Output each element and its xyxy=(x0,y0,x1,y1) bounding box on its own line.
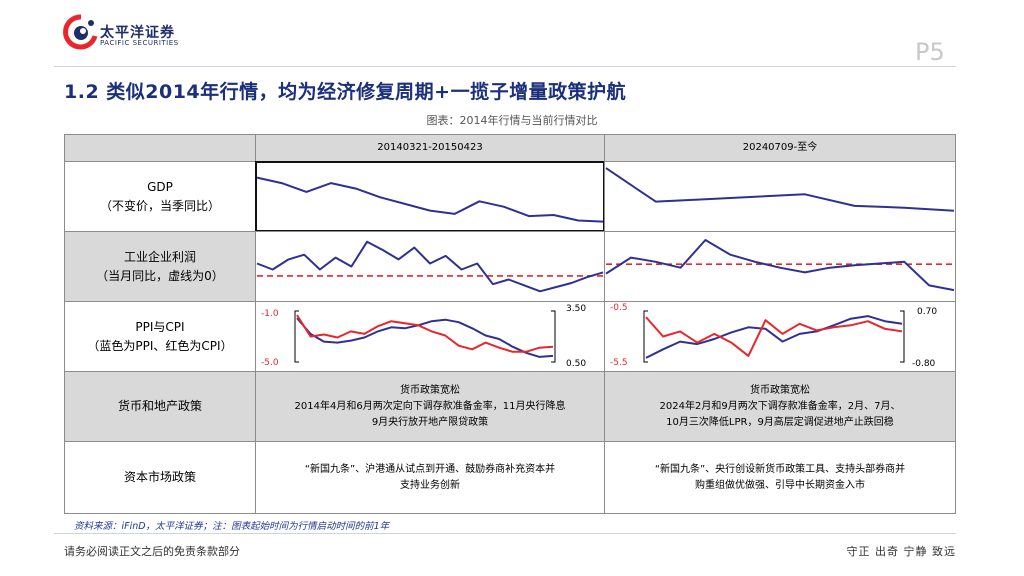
series-line-blue xyxy=(605,167,955,212)
row-label-gdp-line1: GDP xyxy=(147,179,173,194)
series-line-blue xyxy=(256,240,604,293)
series-line-red xyxy=(645,316,903,357)
monetary-2014-line3: 9月央行放开地产限贷政策 xyxy=(371,416,489,428)
ppi-2014-right-bottom-tick: 0.50 xyxy=(566,359,587,369)
row-label-capital-text: 资本市场政策 xyxy=(123,470,196,484)
right-axis xyxy=(551,310,556,363)
pacific-securities-logo-icon xyxy=(63,14,98,50)
source-note: 资料来源：iFinD，太平洋证券；注：图表起始时间为行情启动时间的前1年 xyxy=(74,521,390,532)
row-label-gdp-line2: （不变价，当季同比） xyxy=(99,198,220,213)
left-axis xyxy=(643,310,648,363)
table-corner xyxy=(64,134,256,162)
col-header-2014: 20140321-20150423 xyxy=(255,134,605,162)
series-line-red xyxy=(296,314,554,353)
ppi-cpi-2014-chart xyxy=(294,310,556,363)
page-title: 1.2 类似2014年行情，均为经济修复周期+一揽子增量政策护航 xyxy=(64,81,627,103)
figure-caption: 图表：2014年行情与当前行情对比 xyxy=(426,114,598,127)
header-divider xyxy=(54,66,956,67)
monetary-2024-line2: 2024年2月和9月两次下调存款准备金率，2月、7月、 xyxy=(659,400,901,412)
series-line-blue xyxy=(645,315,903,359)
capital-2024-line2: 购重组做优做强、引导中长期资金入市 xyxy=(695,479,865,491)
monetary-2024-cell: 货币政策宽松 2024年2月和9月两次下调存款准备金率，2月、7月、 10月三次降低… xyxy=(604,371,956,442)
capital-2014-line2: 支持业务创新 xyxy=(400,479,460,491)
col-header-2024: 20240709-至今 xyxy=(604,134,956,162)
series-line-blue xyxy=(296,317,554,358)
ppi-2024-right-top-tick: 0.70 xyxy=(917,307,938,317)
ppi-2014-left-top-tick: -1.0 xyxy=(261,309,279,319)
row-label-ppi-cpi: PPI与CPI （蓝色为PPI、红色为CPI） xyxy=(64,301,256,372)
ppi-2024-right-bottom-tick: -0.80 xyxy=(912,359,936,369)
slogan-footer: 守正 出奇 宁静 致远 xyxy=(846,545,956,558)
logo-text-cn: 太平洋证券 xyxy=(100,25,175,41)
footer-divider xyxy=(54,533,956,534)
capital-2014-line1: “新国九条”、沪港通从试点到开通、鼓励券商补充资本并 xyxy=(304,463,556,475)
row-label-monetary: 货币和地产政策 xyxy=(64,371,256,442)
row-label-ppi-line1: PPI与CPI xyxy=(135,319,185,334)
profit-2024-chart xyxy=(605,239,955,292)
row-label-ppi-line2: （蓝色为PPI、红色为CPI） xyxy=(87,338,233,353)
gdp-2014-chart xyxy=(256,176,604,223)
capital-2024-line1: “新国九条”、央行创设新货币政策工具、支持头部券商并 xyxy=(654,463,906,475)
series-line-blue xyxy=(605,239,955,292)
page-number: P5 xyxy=(915,38,945,66)
profit-2014-chart xyxy=(256,240,604,293)
row-label-monetary-text: 货币和地产政策 xyxy=(117,399,202,413)
monetary-2014-cell: 货币政策宽松 2014年4月和6月两次定向下调存款准备金率，11月央行降息 9月央行… xyxy=(255,371,605,442)
row-label-gdp: GDP （不变价，当季同比） xyxy=(64,161,256,232)
right-axis xyxy=(900,310,905,363)
monetary-2014-line2: 2014年4月和6月两次定向下调存款准备金率，11月央行降息 xyxy=(294,400,566,412)
ppi-2014-left-bottom-tick: -5.0 xyxy=(261,358,279,368)
ppi-2024-left-bottom-tick: -5.5 xyxy=(610,358,628,368)
row-label-capital: 资本市场政策 xyxy=(64,441,256,514)
logo-text-en: PACIFIC SECURITIES xyxy=(100,39,179,47)
capital-2014-cell: “新国九条”、沪港通从试点到开通、鼓励券商补充资本并 支持业务创新 xyxy=(255,441,605,514)
monetary-2014-line1: 货币政策宽松 xyxy=(400,384,460,396)
series-line-blue xyxy=(256,176,604,223)
row-label-profit-line1: 工业企业利润 xyxy=(123,249,196,264)
ppi-cpi-2024-chart xyxy=(643,310,905,363)
row-label-profit: 工业企业利润 （当月同比，虚线为0） xyxy=(64,231,256,302)
monetary-2024-line3: 10月三次降低LPR，9月高层定调促进地产止跌回稳 xyxy=(666,416,894,428)
ppi-2024-left-top-tick: -0.5 xyxy=(610,303,628,313)
col-header-2014-label: 20140321-20150423 xyxy=(377,142,483,153)
col-header-2024-label: 20240709-至今 xyxy=(742,142,818,153)
monetary-2024-line1: 货币政策宽松 xyxy=(750,384,810,396)
capital-2024-cell: “新国九条”、央行创设新货币政策工具、支持头部券商并 购重组做优做强、引导中长期资… xyxy=(604,441,956,514)
disclaimer-footer: 请务必阅读正文之后的免责条款部分 xyxy=(64,545,240,558)
ppi-2014-right-top-tick: 3.50 xyxy=(566,304,587,314)
row-label-profit-line2: （当月同比，虚线为0） xyxy=(96,268,224,283)
comparison-table: 20140321-20150423 20240709-至今 GDP （不变价，当季… xyxy=(64,134,956,514)
gdp-2024-chart xyxy=(605,167,955,212)
left-axis xyxy=(294,310,299,363)
